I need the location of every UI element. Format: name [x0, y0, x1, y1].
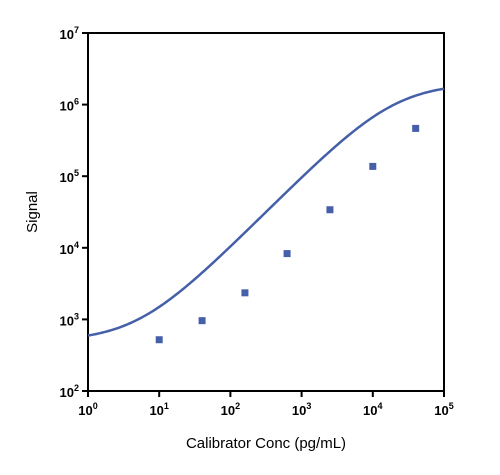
y-tick-label: 107 — [60, 25, 79, 42]
data-points — [155, 124, 420, 344]
data-point — [155, 336, 163, 344]
x-tick-exponent: 0 — [93, 401, 98, 411]
data-point — [198, 317, 206, 325]
y-tick-base: 10 — [60, 27, 74, 42]
data-point — [412, 124, 420, 132]
y-tick-exponent: 6 — [74, 97, 79, 107]
y-tick-base: 10 — [60, 99, 74, 114]
plot-frame — [87, 32, 445, 392]
x-tick-label: 101 — [149, 401, 168, 418]
y-tick-exponent: 3 — [74, 311, 79, 321]
x-tick-exponent: 1 — [164, 401, 169, 411]
x-tick-base: 10 — [434, 403, 448, 418]
x-tick-label: 103 — [292, 401, 311, 418]
y-tick-exponent: 4 — [74, 240, 79, 250]
x-tick-exponent: 3 — [306, 401, 311, 411]
data-point — [241, 289, 249, 297]
data-point — [369, 162, 377, 170]
x-tick-base: 10 — [363, 403, 377, 418]
x-tick-base: 10 — [78, 403, 92, 418]
data-point — [283, 250, 291, 258]
y-tick-base: 10 — [60, 313, 74, 328]
y-tick-exponent: 7 — [74, 25, 79, 35]
y-tick-exponent: 2 — [74, 383, 79, 393]
y-tick-base: 10 — [60, 170, 74, 185]
x-tick-base: 10 — [149, 403, 163, 418]
x-tick-base: 10 — [221, 403, 235, 418]
x-axis-title: Calibrator Conc (pg/mL) — [186, 435, 346, 452]
x-tick-label: 104 — [363, 401, 382, 418]
x-tick-label: 105 — [434, 401, 453, 418]
x-tick-exponent: 4 — [378, 401, 383, 411]
x-tick-base: 10 — [292, 403, 306, 418]
x-tick-exponent: 5 — [449, 401, 454, 411]
y-tick-label: 103 — [60, 311, 79, 328]
y-tick-label: 106 — [60, 97, 79, 114]
y-tick-exponent: 5 — [74, 168, 79, 178]
y-tick-label: 104 — [60, 240, 79, 257]
data-point — [326, 206, 334, 214]
y-axis-title: Signal — [24, 191, 41, 233]
x-tick-exponent: 2 — [235, 401, 240, 411]
fit-curve — [87, 87, 445, 337]
y-tick-base: 10 — [60, 242, 74, 257]
y-tick-label: 105 — [60, 168, 79, 185]
x-axis: 100 101 102 103 104 105 — [78, 391, 454, 418]
y-tick-base: 10 — [60, 385, 74, 400]
x-tick-label: 100 — [78, 401, 97, 418]
y-tick-label: 102 — [60, 383, 79, 400]
x-tick-label: 102 — [221, 401, 240, 418]
